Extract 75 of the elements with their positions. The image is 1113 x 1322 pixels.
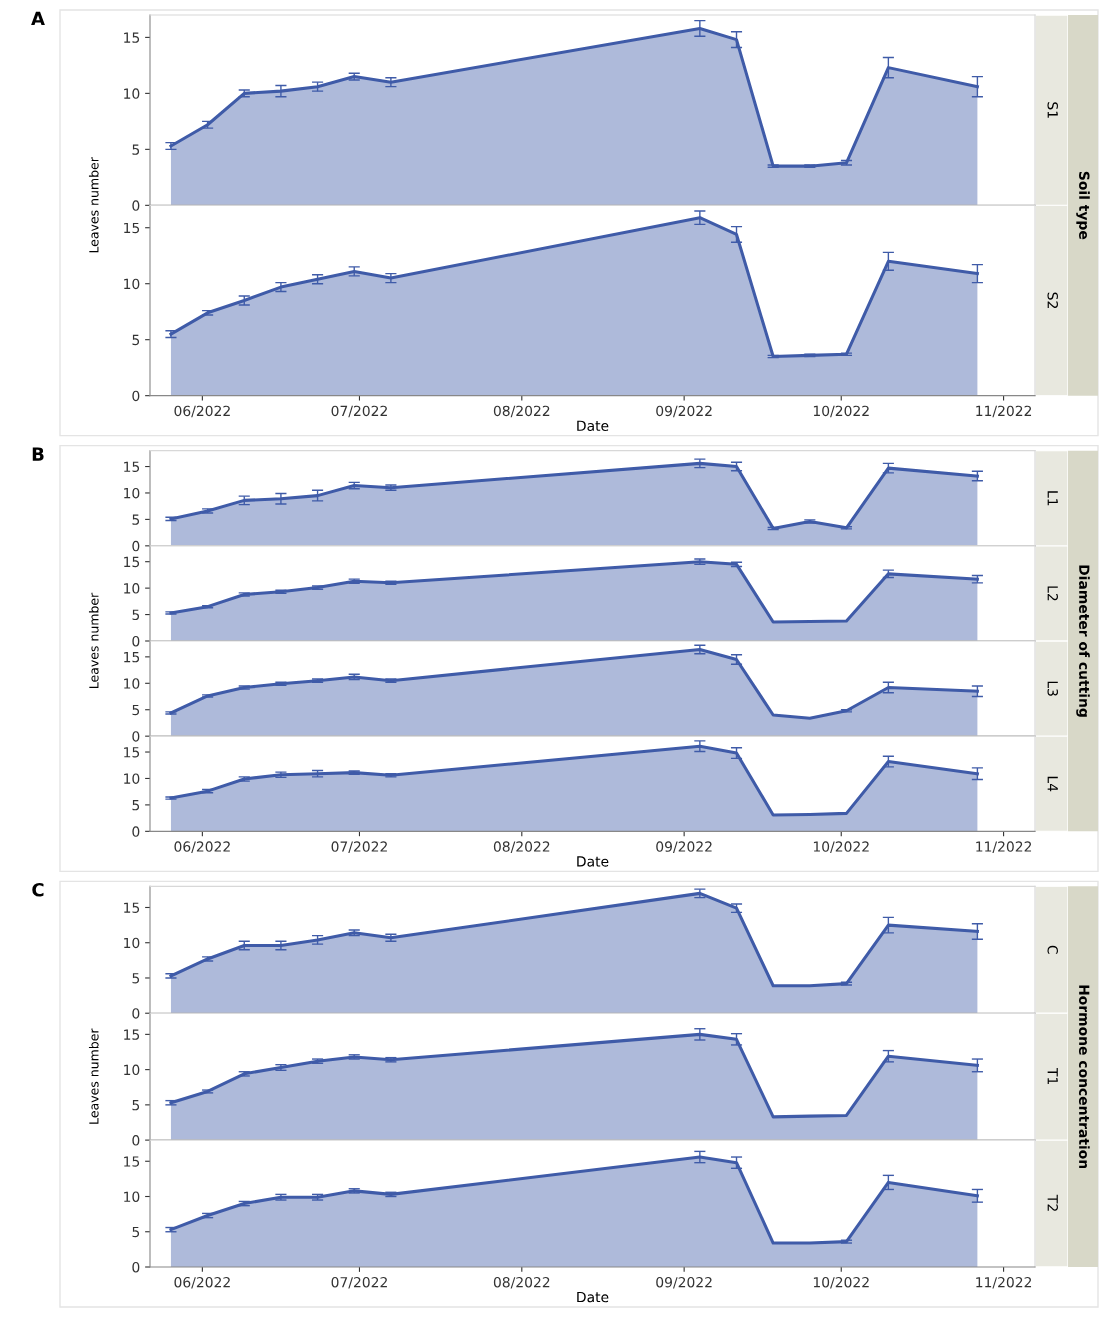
y-tick-label: 15 xyxy=(124,652,140,663)
y2-axis-title: L3 xyxy=(1047,681,1058,696)
x-tick-label: 09/2022 xyxy=(656,841,712,853)
y-tick-label: 10 xyxy=(124,583,140,594)
y-tick-label: 0 xyxy=(132,390,140,402)
x-tick-label: 09/2022 xyxy=(656,1276,712,1289)
y-tick-label: 0 xyxy=(132,1008,140,1019)
y-tick-label: 10 xyxy=(124,88,140,99)
y2-axis-title: L1 xyxy=(1047,491,1058,506)
x-axis-title: Date xyxy=(577,1291,609,1303)
x-tick-label: 08/2022 xyxy=(493,841,550,853)
y-tick-label: 10 xyxy=(124,1191,140,1202)
x-tick-label: 11/2022 xyxy=(976,841,1032,853)
y-tick-label: 15 xyxy=(124,747,140,758)
y2-axis-title: T2 xyxy=(1047,1194,1058,1211)
y-tick-label: 15 xyxy=(124,461,140,472)
text: Diameter of cutting xyxy=(1076,565,1090,717)
y-tick-label: 0 xyxy=(132,1135,140,1146)
y-tick-label: 5 xyxy=(132,704,140,716)
y-tick-label: 15 xyxy=(124,222,140,234)
y-tick-label: 5 xyxy=(132,514,140,525)
x-tick-label: 07/2022 xyxy=(331,1276,387,1289)
text: A xyxy=(31,11,45,25)
x-tick-label: 06/2022 xyxy=(174,841,230,853)
y-tick-label: 0 xyxy=(132,826,140,837)
x-tick-label: 07/2022 xyxy=(331,841,387,853)
y2-axis-title: S2 xyxy=(1047,292,1058,308)
y-tick-label: 10 xyxy=(124,278,140,290)
y-tick-label: 10 xyxy=(124,1064,140,1076)
x-tick-label: 11/2022 xyxy=(976,1276,1032,1289)
y-tick-label: 5 xyxy=(132,800,140,811)
x-tick-label: 10/2022 xyxy=(813,841,869,853)
y-tick-label: 5 xyxy=(132,1100,140,1111)
y-tick-label: 10 xyxy=(124,678,140,689)
y-tick-label: 15 xyxy=(124,556,140,568)
x-tick-label: 06/2022 xyxy=(174,1276,230,1289)
y2-axis-title: S1 xyxy=(1047,102,1058,118)
y-tick-label: 5 xyxy=(132,144,140,155)
y-tick-label: 5 xyxy=(132,973,140,984)
text: Soil type xyxy=(1076,171,1090,240)
y-tick-label: 10 xyxy=(124,487,140,499)
y2-axis-title: L4 xyxy=(1047,776,1058,792)
y-tick-label: 5 xyxy=(132,334,140,346)
x-tick-label: 06/2022 xyxy=(174,405,230,418)
y-tick-label: 15 xyxy=(124,1156,140,1167)
x-tick-label: 08/2022 xyxy=(493,1276,550,1289)
y-tick-label: 0 xyxy=(132,731,140,742)
y-axis-title: Leaves number xyxy=(88,157,99,253)
text: B xyxy=(32,447,44,461)
x-axis-title: Date xyxy=(577,420,609,431)
y-tick-label: 5 xyxy=(132,609,140,621)
y-tick-label: 15 xyxy=(124,1029,140,1040)
y-tick-label: 0 xyxy=(132,635,140,647)
x-tick-label: 07/2022 xyxy=(331,405,387,418)
y-tick-label: 15 xyxy=(124,902,140,913)
x-tick-label: 10/2022 xyxy=(813,1276,869,1289)
y-tick-label: 10 xyxy=(124,937,140,949)
y-tick-label: 0 xyxy=(132,200,140,211)
y-tick-label: 5 xyxy=(132,1226,140,1238)
y2-axis-title: C xyxy=(1047,945,1058,954)
x-tick-label: 08/2022 xyxy=(493,405,550,418)
y2-axis-title: L2 xyxy=(1047,586,1058,601)
y2-axis-title: T1 xyxy=(1047,1067,1058,1085)
y-axis-title: Leaves number xyxy=(88,592,99,688)
x-tick-label: 11/2022 xyxy=(976,405,1032,418)
text: C xyxy=(32,882,44,897)
x-axis-title: Date xyxy=(577,856,609,867)
y-axis-title: Leaves number xyxy=(88,1028,99,1124)
x-tick-label: 10/2022 xyxy=(813,405,869,418)
y-tick-label: 15 xyxy=(124,32,140,43)
y-tick-label: 0 xyxy=(132,540,140,552)
text: Hormone concentration xyxy=(1078,985,1090,1169)
y-tick-label: 10 xyxy=(124,773,140,784)
x-tick-label: 09/2022 xyxy=(656,405,712,418)
y-tick-label: 0 xyxy=(132,1261,140,1273)
